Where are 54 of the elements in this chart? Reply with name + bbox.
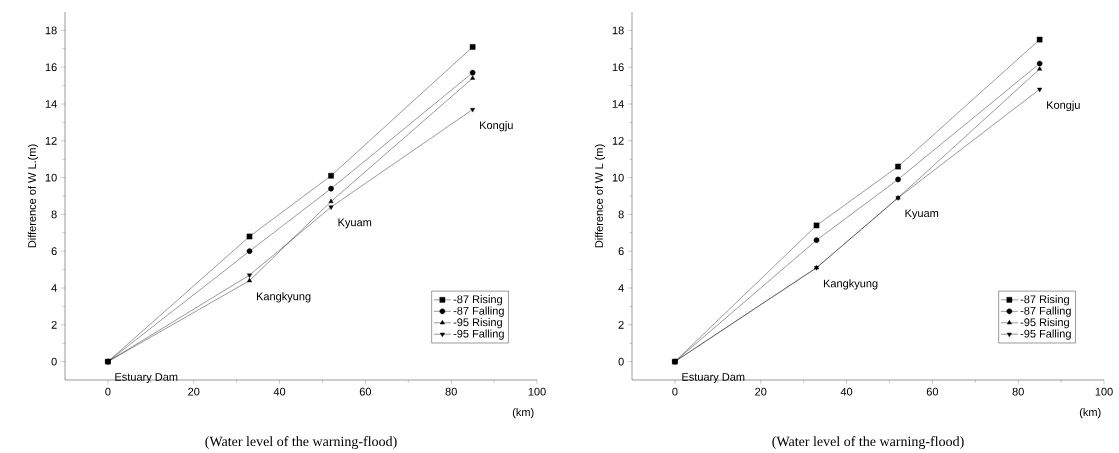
y-tick-label: 6	[618, 247, 624, 256]
y-tick-label: 8	[618, 210, 624, 219]
y-tick-label: 8	[51, 210, 57, 219]
x-tick-label: 100	[528, 387, 546, 396]
y-axis-title: Difference of W L.(m)	[27, 144, 39, 248]
y-tick-label: 16	[612, 63, 624, 72]
y-tick-label: 12	[612, 136, 624, 145]
text: (Water level of the warning-flood)	[772, 436, 964, 449]
legend-label: -87 Rising	[1020, 295, 1069, 306]
y-tick-label: 4	[618, 284, 624, 292]
x-tick-label: 60	[926, 387, 939, 396]
x-axis-title: (km)	[512, 408, 534, 419]
x-tick-label: 20	[188, 387, 200, 396]
y-tick-label: 4	[51, 284, 57, 292]
y-tick-label: 6	[51, 247, 57, 256]
legend-label: -95 Rising	[453, 318, 502, 329]
x-tick-label: 80	[445, 387, 457, 396]
annotation: Estuary Dam	[115, 373, 178, 383]
text: (Water level of the warning-flood)	[205, 436, 397, 449]
annotation: Estuary Dam	[682, 373, 745, 383]
x-tick-label: 40	[840, 387, 853, 396]
legend-label: -87 Falling	[1020, 306, 1071, 317]
y-tick-label: 18	[45, 26, 57, 35]
x-tick-label: 0	[672, 387, 678, 396]
annotation: Kyuam	[338, 218, 372, 229]
y-tick-label: 12	[45, 136, 57, 145]
y-tick-label: 18	[612, 26, 624, 35]
annotation: Kongju	[480, 121, 513, 132]
x-axis-title: (km)	[1079, 408, 1101, 419]
annotation: Kangkyung	[256, 292, 311, 303]
y-tick-label: 0	[51, 357, 57, 366]
x-tick-label: 40	[273, 387, 286, 396]
annotation: Kongju	[1047, 100, 1080, 112]
y-tick-label: 14	[612, 100, 624, 108]
annotation: Kyuam	[905, 209, 939, 220]
x-tick-label: 20	[755, 387, 767, 396]
legend-label: -95 Falling	[453, 329, 504, 340]
legend-label: -95 Rising	[1020, 318, 1069, 329]
x-tick-label: 60	[359, 387, 372, 396]
legend-label: -87 Rising	[453, 295, 502, 306]
y-tick-label: 16	[45, 63, 57, 72]
x-tick-label: 0	[105, 387, 111, 396]
annotation: Kangkyung	[823, 279, 878, 290]
y-tick-label: 2	[51, 320, 57, 329]
legend-label: -87 Falling	[453, 306, 504, 317]
x-tick-label: 80	[1012, 387, 1024, 396]
y-axis-title: Difference of W L (m)	[594, 144, 606, 248]
y-tick-label: 2	[618, 320, 624, 329]
legend-label: -95 Falling	[1020, 329, 1071, 340]
x-tick-label: 100	[1095, 387, 1113, 396]
y-tick-label: 10	[45, 173, 57, 182]
y-tick-label: 14	[45, 100, 57, 108]
y-tick-label: 0	[618, 357, 624, 366]
y-tick-label: 10	[612, 173, 624, 182]
